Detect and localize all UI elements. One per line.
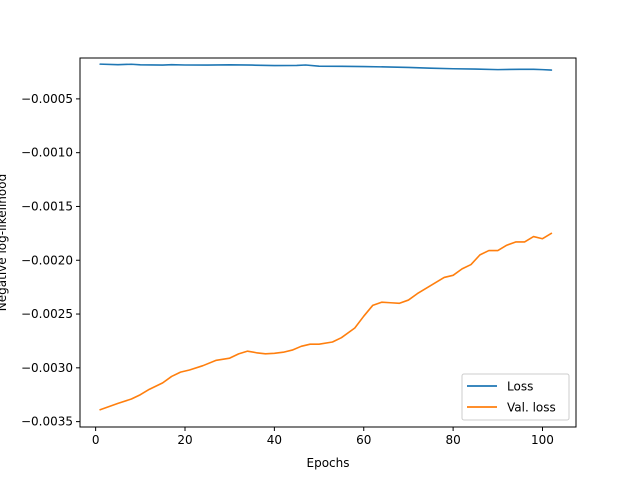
x-tick-label: 80 [445, 433, 460, 447]
y-tick-label: −0.0025 [21, 307, 73, 321]
series-line-loss [99, 63, 553, 71]
y-tick-label: −0.0005 [21, 92, 73, 106]
x-tick-label: 40 [267, 433, 282, 447]
x-axis: 0 20 40 60 80 100 [92, 427, 554, 447]
x-tick-label: 100 [531, 433, 554, 447]
y-tick-label: −0.0020 [21, 253, 73, 267]
series-line-val-loss [99, 232, 553, 411]
x-tick-label: 20 [177, 433, 192, 447]
series-layer [99, 63, 553, 411]
x-tick-label: 0 [92, 433, 100, 447]
axes-frame [79, 57, 577, 428]
y-axis-label: Negative log-likelihood [0, 174, 9, 311]
y-tick-label: −0.0010 [21, 146, 73, 160]
legend-label-loss: Loss [507, 380, 533, 394]
y-tick-label: −0.0015 [21, 199, 73, 213]
x-tick-label: 60 [356, 433, 371, 447]
x-axis-label: Epochs [307, 456, 350, 470]
y-tick-label: −0.0035 [21, 415, 73, 429]
legend: Loss Val. loss [461, 373, 570, 421]
y-axis: −0.0035 −0.0030 −0.0025 −0.0020 −0.0015 −0.00… [21, 92, 80, 429]
y-tick-label: −0.0030 [21, 361, 73, 375]
legend-label-val-loss: Val. loss [507, 401, 556, 415]
